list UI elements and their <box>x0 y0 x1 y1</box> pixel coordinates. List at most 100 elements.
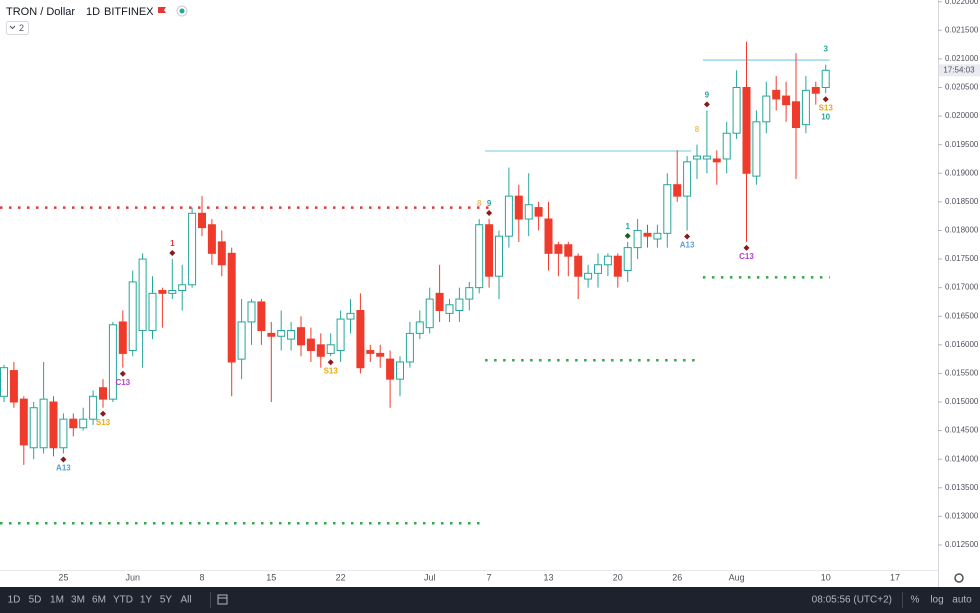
y-tick-label: 0.017500 <box>945 254 979 263</box>
candle-body <box>118 321 127 354</box>
candle-body <box>89 395 98 420</box>
candle-body <box>376 352 385 357</box>
candle-body <box>504 195 513 237</box>
candle-body <box>435 292 444 312</box>
signal-marker <box>684 233 691 240</box>
candle-body <box>59 418 68 449</box>
range-button[interactable]: 5Y <box>160 595 173 606</box>
candle-body <box>425 298 434 329</box>
candle-body <box>39 398 48 449</box>
candle-body <box>584 272 593 280</box>
price-tag-bg <box>939 64 980 77</box>
range-button[interactable]: 1D <box>8 595 21 606</box>
x-tick-label: 25 <box>58 572 68 582</box>
signal-marker <box>60 456 67 463</box>
y-tick-label: 0.014000 <box>945 454 979 463</box>
x-tick-label: 22 <box>336 572 346 582</box>
signal-marker <box>743 244 750 251</box>
candle-body <box>138 258 147 332</box>
auto-toggle[interactable]: auto <box>952 595 972 606</box>
y-tick-label: 0.021000 <box>945 54 979 63</box>
signal-label: C13 <box>739 252 754 261</box>
x-tick-label: 20 <box>613 572 623 582</box>
range-button[interactable]: All <box>180 595 191 606</box>
y-tick-label: 0.017000 <box>945 283 979 292</box>
legend-header: TRON / Dollar 1D BITFINEX 2 <box>6 5 188 35</box>
calendar-icon[interactable] <box>217 594 228 605</box>
settings-icon[interactable] <box>954 573 964 583</box>
candle-body <box>772 89 781 100</box>
candle-body <box>79 418 88 429</box>
status-dot <box>179 8 185 14</box>
candle-body <box>49 401 58 449</box>
candle-body <box>712 158 721 163</box>
candle-body <box>475 224 484 289</box>
separator <box>902 592 903 608</box>
candle-body <box>198 212 206 229</box>
candle-body <box>306 338 315 352</box>
signal-marker <box>169 250 176 257</box>
range-button[interactable]: 1M <box>50 595 64 606</box>
y-tick-label: 0.013000 <box>945 511 979 520</box>
candle-body <box>821 69 830 88</box>
candle-body <box>267 332 276 337</box>
signal-label: C13 <box>115 378 130 387</box>
y-tick-label: 0.013500 <box>945 483 979 492</box>
candle-body <box>405 332 414 363</box>
percent-toggle[interactable]: % <box>911 595 920 606</box>
candle-body <box>722 132 731 160</box>
y-tick-label: 0.015000 <box>945 397 979 406</box>
candle-body <box>19 398 28 446</box>
candle-body <box>217 241 226 266</box>
x-tick-label: Jun <box>125 572 140 582</box>
signal-label: 9 <box>705 90 710 99</box>
candle-body <box>782 95 791 106</box>
x-tick-label: 26 <box>672 572 682 582</box>
candle-body <box>465 287 474 300</box>
y-tick-label: 0.018000 <box>945 226 979 235</box>
range-button[interactable]: 1Y <box>140 595 153 606</box>
signal-label: 10 <box>821 112 830 121</box>
candle-body <box>663 184 672 234</box>
range-button[interactable]: 6M <box>92 595 106 606</box>
candle-body <box>277 330 286 337</box>
candle-body <box>792 101 800 129</box>
candle-body <box>396 361 404 380</box>
range-button[interactable]: 5D <box>29 595 42 606</box>
candle-body <box>732 86 741 134</box>
signal-marker <box>624 232 631 239</box>
log-toggle[interactable]: log <box>930 595 943 606</box>
candle-body <box>29 407 38 449</box>
indicator-toggle[interactable] <box>6 21 29 35</box>
y-tick-label: 0.021500 <box>945 25 979 34</box>
signal-label: A13 <box>680 241 695 250</box>
y-tick-label: 0.020000 <box>945 111 979 120</box>
x-tick-label: 7 <box>487 572 492 582</box>
candle-body <box>752 121 761 177</box>
y-tick-label: 0.022000 <box>945 0 979 6</box>
x-tick-label: 15 <box>266 572 276 582</box>
signal-label: 1 <box>170 239 175 248</box>
candle-body <box>683 161 692 197</box>
candle-body <box>178 284 187 291</box>
range-button[interactable]: YTD <box>113 595 133 606</box>
x-tick-label: 10 <box>821 572 831 582</box>
candle-body <box>811 86 820 94</box>
candle-body <box>702 155 711 160</box>
signal-label: S13 <box>96 418 111 427</box>
candle-body <box>297 327 305 346</box>
signal-marker <box>486 210 493 217</box>
y-tick-label: 0.015500 <box>945 369 979 378</box>
y-tick-label: 0.016500 <box>945 311 979 320</box>
chart-background <box>0 0 980 587</box>
range-button[interactable]: 3M <box>71 595 85 606</box>
flag-icon[interactable] <box>158 7 166 13</box>
x-tick-label: 8 <box>199 572 204 582</box>
candle-body <box>148 292 157 332</box>
candle-body <box>356 310 365 369</box>
x-tick-label: Aug <box>729 572 745 582</box>
x-tick-label: Jul <box>424 572 436 582</box>
y-tick-label: 0.012500 <box>945 540 979 549</box>
candle-body <box>633 229 642 249</box>
signal-marker <box>327 359 334 366</box>
